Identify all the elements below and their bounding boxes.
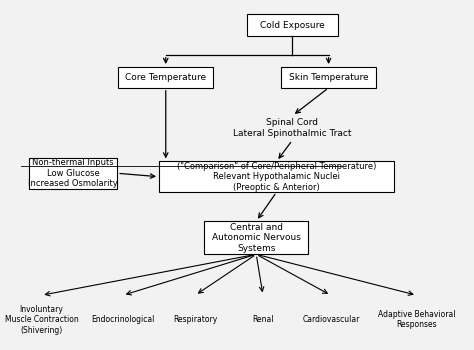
Text: Low Glucose: Low Glucose xyxy=(46,169,100,178)
Bar xyxy=(159,161,394,192)
Text: Renal: Renal xyxy=(252,315,274,324)
Text: Spinal Cord
Lateral Spinothalmic Tract: Spinal Cord Lateral Spinothalmic Tract xyxy=(233,118,352,138)
Bar xyxy=(281,67,376,88)
Text: Skin Temperature: Skin Temperature xyxy=(289,73,368,82)
Text: Cold Exposure: Cold Exposure xyxy=(260,21,325,30)
Text: ("Comparison" of Core/Peripheral Temperature)
Relevant Hypothalamic Nuclei
(Preo: ("Comparison" of Core/Peripheral Tempera… xyxy=(177,162,376,192)
Text: Adaptive Behavioral
Responses: Adaptive Behavioral Responses xyxy=(378,310,456,329)
Text: Involuntary
Muscle Contraction
(Shivering): Involuntary Muscle Contraction (Shiverin… xyxy=(5,305,78,335)
Text: Respiratory: Respiratory xyxy=(173,315,217,324)
Text: Increased Osmolarity: Increased Osmolarity xyxy=(28,179,118,188)
Text: Non-thermal Inputs: Non-thermal Inputs xyxy=(32,158,114,167)
Text: Core Temperature: Core Temperature xyxy=(125,73,206,82)
Text: Endocrinological: Endocrinological xyxy=(91,315,155,324)
Text: Cardiovascular: Cardiovascular xyxy=(302,315,359,324)
Bar xyxy=(118,67,213,88)
Bar xyxy=(204,221,308,254)
Text: Central and
Autonomic Nervous
Systems: Central and Autonomic Nervous Systems xyxy=(212,223,301,253)
Bar xyxy=(29,158,117,189)
Bar xyxy=(247,14,337,36)
